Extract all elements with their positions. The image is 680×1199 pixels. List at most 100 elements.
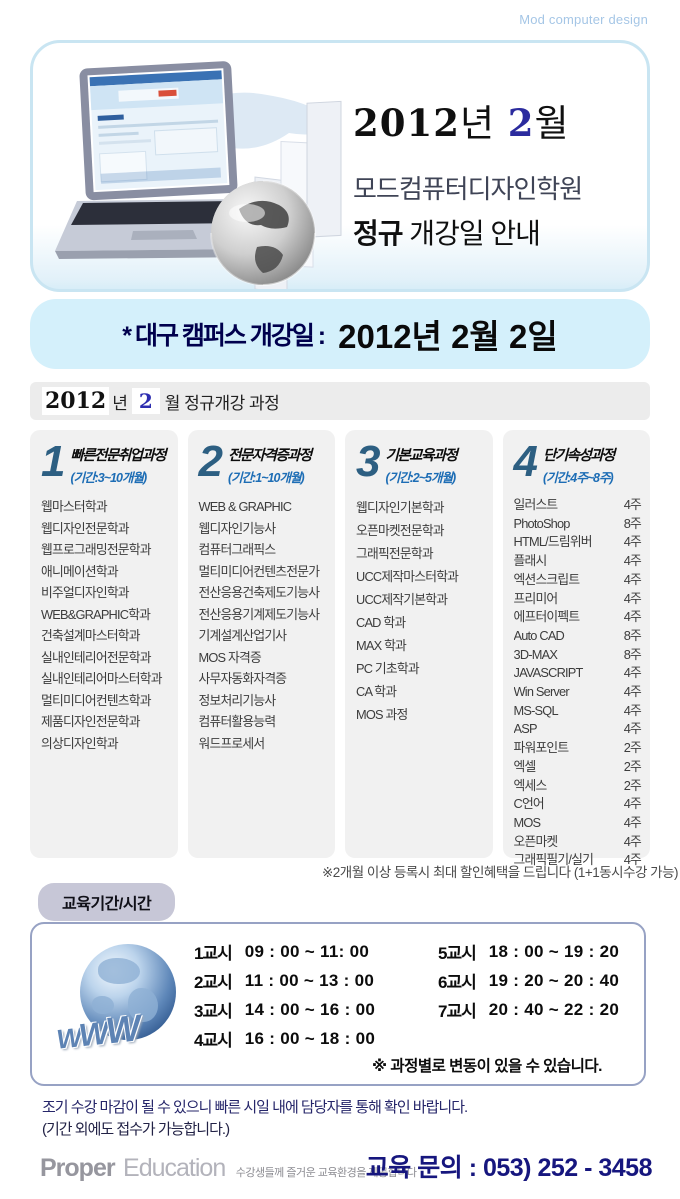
laptop-image bbox=[55, 61, 342, 294]
course-item: 멀티미디어컨텐츠전문가 bbox=[198, 563, 321, 579]
course-item: 사무자동화자격증 bbox=[198, 671, 288, 686]
course-item: 플래시 4주 bbox=[514, 552, 642, 571]
laptop-screen bbox=[79, 61, 238, 201]
course-item: CAD 학과 bbox=[356, 615, 406, 630]
class-period: 7교시 20 : 40 ~ 22 : 20 bbox=[438, 995, 619, 1024]
column-number: 4 bbox=[513, 437, 538, 486]
course-item-weeks: 4주 bbox=[623, 665, 642, 681]
course-item: C언어 4주 bbox=[514, 795, 642, 814]
column-period: (기간:2~5개월) bbox=[385, 471, 456, 485]
course-item: JAVASCRIPT 4주 bbox=[514, 664, 642, 683]
course-item-weeks: 4주 bbox=[623, 702, 642, 718]
course-item: UCC제작기본학과 bbox=[356, 592, 448, 607]
class-period-label: 3교시 bbox=[194, 1002, 233, 1021]
class-period-label: 6교시 bbox=[438, 973, 477, 992]
course-item: 정보처리기능사 bbox=[198, 692, 277, 708]
course-item-name: PhotoShop bbox=[513, 515, 571, 531]
course-item-name: HTML/드림위버 bbox=[513, 534, 593, 550]
class-period: 4교시 16 : 00 ~ 18 : 00 bbox=[194, 1024, 375, 1053]
course-item: 프리미어 4주 bbox=[514, 590, 642, 609]
logo-light-text: Education bbox=[123, 1154, 226, 1182]
course-item: 엑셀 2주 bbox=[514, 758, 642, 777]
column-title: 기본교육과정 bbox=[385, 448, 458, 464]
course-item: Auto CAD 8주 bbox=[514, 627, 642, 646]
column-period: (기간:4주~8주) bbox=[542, 471, 614, 485]
contact-phone: 교육 문의 : 053) 252 - 3458 bbox=[365, 1154, 653, 1182]
header-banner: 2012년 2월 모드컴퓨터디자인학원 정규 개강일 안내 bbox=[30, 40, 650, 294]
course-item: 컴퓨터그래픽스 bbox=[198, 542, 277, 557]
course-item: 그래픽전문학과 bbox=[356, 546, 434, 561]
class-period: 1교시 09 : 00 ~ 11: 00 bbox=[194, 937, 375, 966]
class-period-time: 09 : 00 ~ 11: 00 bbox=[244, 941, 370, 961]
brand-watermark: Mod computer design bbox=[519, 12, 648, 27]
course-item: 비주얼디자인학과 bbox=[41, 585, 130, 600]
schedule-section-label: 교육기간/시간 bbox=[38, 883, 176, 921]
course-item-name: 엑셀 bbox=[513, 758, 537, 774]
logo-tagline: 수강생들께 즐거운 교육환경을 제공합니다 bbox=[235, 1167, 417, 1179]
course-item: 그래픽필기/실기 4주 bbox=[514, 851, 642, 870]
course-item-weeks: 4주 bbox=[623, 497, 642, 512]
footer-notice-line1: 조기 수강 마감이 될 수 있으니 빠른 시일 내에 담당자를 통해 확인 바랍… bbox=[42, 1099, 468, 1116]
course-item: 건축설계마스터학과 bbox=[41, 628, 141, 643]
class-period-label: 1교시 bbox=[194, 944, 233, 963]
column-header: 1 빠른전문취업과정 (기간:3~10개월) bbox=[41, 440, 169, 486]
course-item-name: Win Server bbox=[513, 684, 570, 700]
class-period: 2교시 11 : 00 ~ 13 : 00 bbox=[194, 966, 375, 995]
class-period-label: 5교시 bbox=[438, 944, 477, 963]
column-number: 2 bbox=[198, 437, 223, 486]
course-columns: 1 빠른전문취업과정 (기간:3~10개월) 웹마스터학과 웹디자인전문학과 웹프로… bbox=[30, 430, 650, 867]
course-item-weeks: 4주 bbox=[623, 609, 642, 625]
course-item-name: 파워포인트 bbox=[513, 740, 570, 756]
course-item-weeks: 2주 bbox=[623, 777, 642, 793]
section-title-bar: 2012 년 2 월 정규개강 과정 bbox=[30, 382, 650, 420]
globe-icon bbox=[210, 180, 316, 286]
course-item-name: 오픈마켓 bbox=[513, 833, 559, 849]
course-item-weeks: 4주 bbox=[623, 571, 642, 587]
course-item: 오픈마켓전문학과 bbox=[356, 523, 445, 538]
campus-label: * 대구 캠퍼스 개강일 : bbox=[122, 322, 326, 350]
proper-education-logo: Proper Education 수강생들께 즐거운 교육환경을 제공합니다 bbox=[40, 1154, 417, 1183]
schedule-box: WWW 1교시 09 : 00 ~ 11: 00 2교시 11 : 00 ~ 13 :… bbox=[30, 922, 646, 1086]
course-item: 웹디자인기능사 bbox=[198, 520, 277, 536]
class-period-time: 14 : 00 ~ 16 : 00 bbox=[244, 999, 376, 1019]
logo-bold-text: Proper bbox=[40, 1154, 116, 1182]
course-item-name: MS-SQL bbox=[513, 702, 559, 718]
course-item: WEB & GRAPHIC bbox=[198, 499, 293, 514]
course-item-weeks: 4주 bbox=[623, 833, 642, 849]
course-item-name: ASP bbox=[513, 721, 538, 737]
column-header: 2 전문자격증과정 (기간:1~10개월) bbox=[198, 437, 327, 486]
course-item-weeks: 4주 bbox=[623, 590, 642, 606]
column-header: 4 단기속성과정 (기간:4주~8주) bbox=[513, 437, 642, 486]
www-letters: WWW bbox=[55, 1007, 140, 1055]
course-item: 웹프로그래밍전문학과 bbox=[41, 542, 152, 557]
course-item-name: MOS bbox=[513, 814, 542, 830]
course-item: ASP 4주 bbox=[514, 720, 642, 739]
course-item: 실내인테리어전문학과 bbox=[41, 649, 152, 665]
course-item-weeks: 4주 bbox=[623, 534, 642, 550]
laptop-base bbox=[55, 199, 259, 259]
class-period-label: 2교시 bbox=[194, 973, 233, 992]
header-title-block: 2012년 2월 모드컴퓨터디자인학원 정규 개강일 안내 bbox=[353, 93, 643, 252]
header-date: 2012년 2월 bbox=[353, 101, 570, 145]
course-item-name: 일러스트 bbox=[513, 497, 559, 512]
footer-notice-line2: (기간 외에도 접수가 가능합니다.) bbox=[42, 1121, 230, 1138]
course-item-name: Auto CAD bbox=[513, 627, 565, 643]
course-item: PhotoShop 8주 bbox=[514, 515, 642, 534]
course-item: 멀티미디어컨텐츠학과 bbox=[41, 692, 152, 708]
class-period-time: 19 : 20 ~ 20 : 40 bbox=[488, 970, 620, 990]
globe-www-icon: WWW bbox=[54, 932, 204, 1082]
class-period-time: 20 : 40 ~ 22 : 20 bbox=[488, 999, 620, 1019]
class-period: 6교시 19 : 20 ~ 20 : 40 bbox=[438, 966, 619, 995]
class-period-label: 4교시 bbox=[194, 1031, 233, 1050]
academy-name: 모드컴퓨터디자인학원 bbox=[353, 174, 583, 204]
course-item: 일러스트 4주 bbox=[514, 496, 642, 515]
class-period: 5교시 18 : 00 ~ 19 : 20 bbox=[438, 937, 619, 966]
course-item-weeks: 2주 bbox=[623, 758, 642, 774]
course-item-weeks: 4주 bbox=[623, 721, 642, 737]
course-item-name: C언어 bbox=[513, 796, 545, 812]
course-item: 애니메이션학과 bbox=[41, 563, 119, 579]
course-item: 전산응용기계제도기능사 bbox=[198, 606, 321, 622]
course-item: Win Server 4주 bbox=[514, 683, 642, 702]
course-item: 워드프로세서 bbox=[198, 735, 266, 751]
course-item: MOS 4주 bbox=[514, 814, 642, 833]
